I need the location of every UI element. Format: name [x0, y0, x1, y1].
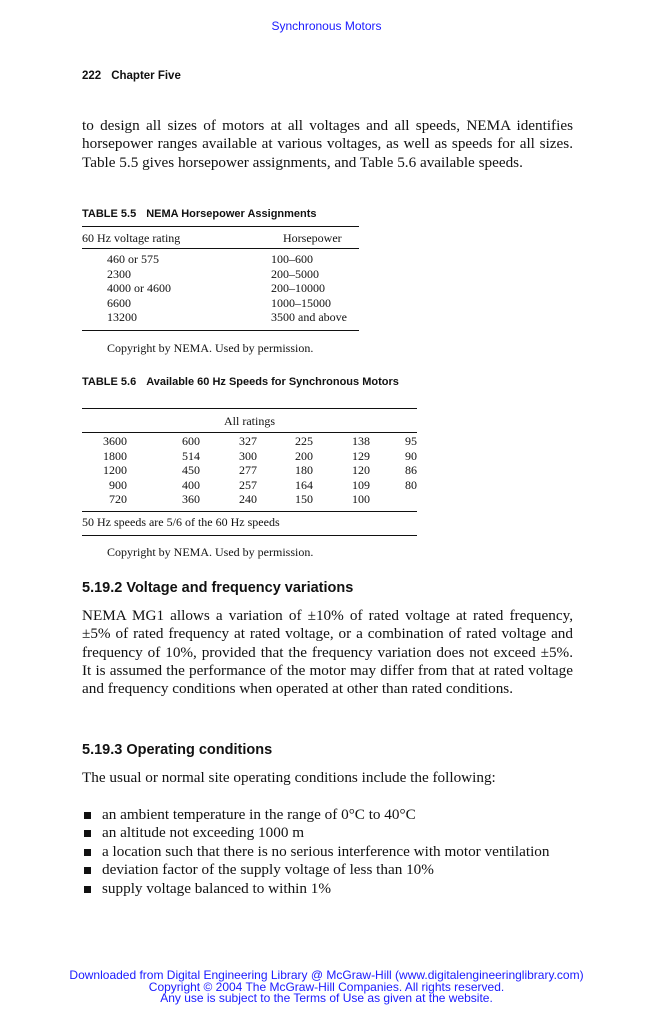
table-cell: 600 — [182, 434, 200, 448]
column-header: Horsepower — [283, 231, 342, 245]
table-cell: 164 — [295, 477, 313, 492]
table-rule — [82, 511, 417, 512]
table-cell: 240 — [239, 492, 257, 507]
table-cell: 95 — [405, 434, 417, 448]
table-cell: 100 — [352, 492, 370, 507]
column-header: 60 Hz voltage rating — [82, 231, 181, 245]
table-rule — [82, 432, 417, 433]
table-cell: 120 — [352, 463, 370, 478]
table-number: TABLE 5.6 — [82, 376, 137, 388]
table-cell: 150 — [295, 492, 313, 507]
table-cell: 1000–15000 — [271, 295, 331, 310]
page-number: 222 — [82, 70, 102, 82]
table-cell: 720 — [109, 492, 127, 507]
footer-download-link[interactable]: Downloaded from Digital Engineering Libr… — [69, 968, 584, 982]
footer-copyright: Copyright © 2004 The McGraw-Hill Compani… — [148, 979, 505, 994]
table-cell: 450 — [182, 463, 200, 478]
table-cell: 225 — [295, 434, 313, 448]
table-cell: 277 — [239, 463, 257, 478]
table-cell: 1200 — [103, 463, 127, 478]
list-item: an ambient temperature in the range of 0… — [82, 806, 573, 824]
section-paragraph: NEMA MG1 allows a variation of ±10% of r… — [82, 607, 573, 698]
table-cell: 400 — [182, 477, 200, 492]
section-paragraph: The usual or normal site operating condi… — [82, 769, 496, 786]
table-cell: 900 — [109, 477, 127, 492]
bullet-list: an ambient temperature in the range of 0… — [82, 806, 573, 898]
table-title: Available 60 Hz Speeds for Synchronous M… — [146, 376, 399, 388]
table-cell: 13200 — [107, 310, 137, 325]
table-title: NEMA Horsepower Assignments — [146, 208, 317, 220]
table-cell: 138 — [352, 434, 370, 448]
table-cell: 360 — [182, 492, 200, 507]
running-title: Synchronous Motors — [271, 19, 382, 33]
table-cell: 129 — [352, 448, 370, 463]
copyright-note: Copyright by NEMA. Used by permission. — [107, 341, 314, 355]
table-cell: 327 — [239, 434, 257, 448]
table-cell: 200 — [295, 448, 313, 463]
table-cell: 514 — [182, 448, 200, 463]
table-cell: 200–5000 — [271, 266, 319, 281]
table-cell: 100–600 — [271, 252, 313, 266]
table-rule — [82, 226, 359, 227]
table-5-6-caption: TABLE 5.6 Available 60 Hz Speeds for Sync… — [82, 375, 412, 390]
table-cell: 2300 — [107, 266, 131, 281]
page-header: 222 Chapter Five — [82, 70, 191, 82]
table-rule — [82, 248, 359, 249]
table-rule — [82, 535, 417, 536]
table-cell: 180 — [295, 463, 313, 478]
intro-paragraph: to design all sizes of motors at all vol… — [82, 117, 573, 171]
table-rule — [82, 330, 359, 331]
table-rule — [82, 408, 417, 409]
table-cell: 3600 — [103, 434, 127, 448]
footer: Downloaded from Digital Engineering Libr… — [0, 968, 653, 1006]
section-heading: 5.19.2 Voltage and frequency variations — [82, 580, 354, 596]
list-item: an altitude not exceeding 1000 m — [82, 824, 573, 842]
footer-terms[interactable]: Any use is subject to the Terms of Use a… — [160, 991, 493, 1006]
column-header: All ratings — [224, 414, 275, 428]
table-number: TABLE 5.5 — [82, 208, 137, 220]
copyright-note: Copyright by NEMA. Used by permission. — [107, 545, 314, 559]
table-cell: 300 — [239, 448, 257, 463]
table-cell: 80 — [405, 477, 417, 492]
list-item: a location such that there is no serious… — [82, 843, 573, 861]
table-cell: 460 or 575 — [107, 252, 159, 266]
table-cell: 4000 or 4600 — [107, 281, 171, 296]
table-5-5-caption: TABLE 5.5 NEMA Horsepower Assignments — [82, 207, 317, 222]
list-item: supply voltage balanced to within 1% — [82, 880, 573, 898]
table-cell: 3500 and above — [271, 310, 347, 325]
table-cell: 6600 — [107, 295, 131, 310]
table-cell: 257 — [239, 477, 257, 492]
table-cell: 200–10000 — [271, 281, 325, 296]
table-note: 50 Hz speeds are 5/6 of the 60 Hz speeds — [82, 515, 280, 529]
table-cell: 1800 — [103, 448, 127, 463]
table-cell: 86 — [405, 463, 417, 478]
list-item: deviation factor of the supply voltage o… — [82, 861, 573, 879]
section-heading: 5.19.3 Operating conditions — [82, 742, 273, 758]
table-cell: 90 — [405, 448, 417, 463]
chapter-label: Chapter Five — [111, 70, 181, 82]
table-cell: 109 — [352, 477, 370, 492]
